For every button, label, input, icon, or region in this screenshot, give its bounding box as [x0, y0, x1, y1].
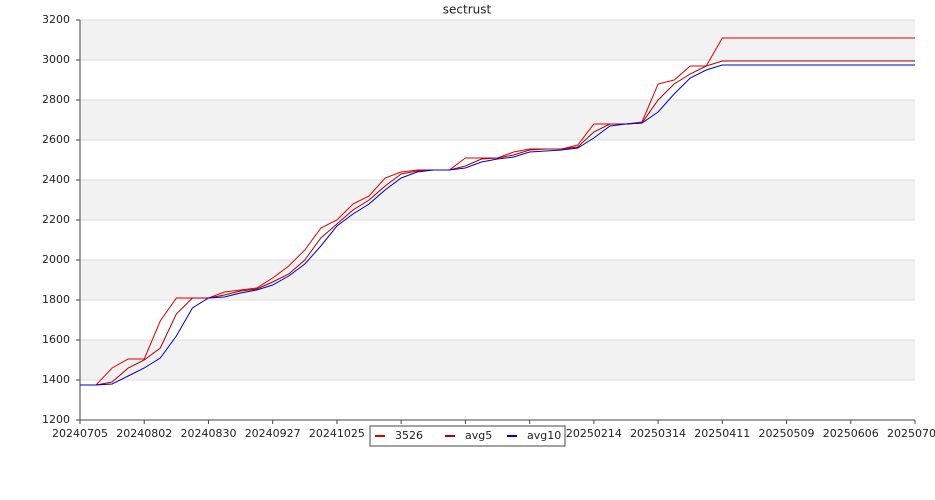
grid-band: [80, 100, 915, 140]
x-tick-label: 20240705: [52, 427, 108, 440]
y-tick-label: 1200: [42, 413, 70, 426]
legend-label: avg5: [465, 429, 492, 442]
legend-label: avg10: [527, 429, 561, 442]
y-tick-label: 2600: [42, 133, 70, 146]
y-tick-label: 2200: [42, 213, 70, 226]
grid-band: [80, 340, 915, 380]
y-tick-label: 2800: [42, 93, 70, 106]
legend-box: [369, 425, 566, 447]
x-tick-label: 20240830: [180, 427, 236, 440]
legend: 3526 avg5 avg10: [369, 425, 566, 447]
y-tick-label: 2000: [42, 253, 70, 266]
grid-band: [80, 180, 915, 220]
x-tick-label: 20250509: [759, 427, 815, 440]
y-tick-label: 3200: [42, 13, 70, 26]
y-tick-label: 1400: [42, 373, 70, 386]
line-series: [80, 64, 915, 386]
y-tick-label: 1600: [42, 333, 70, 346]
x-tick-label: 20250704: [887, 427, 935, 440]
grid-band: [80, 20, 915, 60]
x-tick-label: 20241025: [309, 427, 365, 440]
y-tick-label: 1800: [42, 293, 70, 306]
x-tick-label: 20250314: [630, 427, 686, 440]
chart-title: sectrust: [443, 3, 492, 17]
x-tick-label: 20240802: [116, 427, 172, 440]
x-tick-label: 20250411: [694, 427, 750, 440]
x-tick-label: 20250214: [566, 427, 622, 440]
y-tick-label: 3000: [42, 53, 70, 66]
line-series: [80, 60, 915, 386]
y-tick-label: 2400: [42, 173, 70, 186]
x-tick-label: 20240927: [245, 427, 301, 440]
x-tick-label: 20250606: [823, 427, 879, 440]
grid-band: [80, 260, 915, 300]
legend-label: 3526: [395, 429, 423, 442]
